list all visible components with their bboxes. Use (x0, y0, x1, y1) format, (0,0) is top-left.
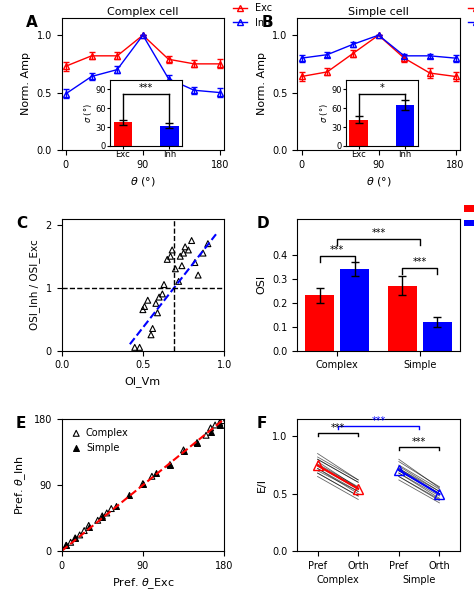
Point (191, 258, 199, 267)
Complex (216, 418, 223, 428)
Point (152, 298, 160, 308)
Complex (94, 516, 101, 525)
Text: Complex: Complex (317, 575, 359, 585)
Point (167, 252, 174, 261)
Point (149, 323, 156, 333)
Simple (72, 533, 79, 543)
Point (194, 270, 202, 280)
Point (154, 308, 161, 317)
Y-axis label: Norm. Amp: Norm. Amp (256, 53, 266, 116)
Point (131, 343, 138, 352)
Bar (423, 322, 452, 350)
Simple (166, 460, 174, 470)
Simple (99, 512, 106, 521)
Point (139, 305, 146, 314)
X-axis label: Pref. $\theta$_Exc: Pref. $\theta$_Exc (111, 576, 174, 591)
Y-axis label: Pref. $\theta$_Inh: Pref. $\theta$_Inh (13, 455, 28, 515)
Text: ***: *** (372, 416, 386, 426)
Simple (207, 428, 214, 437)
Bar (388, 286, 417, 350)
Complex (67, 537, 74, 547)
Text: Simple: Simple (402, 575, 436, 585)
Complex (180, 445, 187, 455)
Complex (63, 540, 70, 550)
Complex (81, 526, 88, 536)
Text: ***: *** (412, 437, 426, 447)
Text: D: D (256, 216, 269, 231)
Point (141, 302, 148, 311)
Point (160, 280, 168, 289)
Text: ***: *** (413, 257, 427, 267)
Bar (305, 295, 334, 350)
Text: ***: *** (372, 228, 386, 238)
Complex (211, 420, 219, 429)
Text: F: F (256, 416, 267, 431)
Complex (103, 508, 110, 518)
Bar (340, 269, 369, 350)
Point (136, 343, 144, 352)
Text: A: A (26, 16, 37, 31)
Point (155, 292, 163, 302)
Point (175, 277, 182, 286)
Title: Simple cell: Simple cell (348, 7, 409, 17)
Y-axis label: OSI_Inh / OSI_Exc: OSI_Inh / OSI_Exc (29, 239, 40, 330)
Simple (153, 468, 160, 477)
Point (147, 330, 155, 340)
Simple (180, 446, 187, 455)
Simple (139, 479, 146, 488)
Complex (219, 416, 226, 425)
Complex (202, 431, 210, 440)
Point (188, 236, 195, 246)
Complex (76, 530, 83, 540)
Complex (166, 460, 174, 470)
Point (199, 249, 207, 258)
Legend: Exc, Inh: Exc, Inh (229, 0, 276, 32)
Complex (72, 533, 79, 543)
Point (204, 239, 212, 249)
Complex (193, 438, 201, 447)
Text: C: C (16, 216, 27, 231)
Point (172, 264, 179, 274)
Point (182, 242, 189, 252)
Simple (63, 540, 70, 550)
Point (180, 249, 187, 258)
Point (178, 261, 186, 271)
Simple (85, 522, 92, 532)
Legend: Complex, Simple: Complex, Simple (66, 424, 133, 456)
Point (144, 295, 152, 305)
Text: ***: *** (331, 423, 345, 433)
Complex (139, 479, 146, 488)
Text: E: E (16, 416, 27, 431)
Point (164, 255, 171, 264)
Y-axis label: E/I: E/I (256, 478, 266, 492)
Text: B: B (262, 16, 273, 31)
Simple (193, 438, 201, 447)
Point (168, 245, 176, 255)
Legend: Exc, Inh: Exc, Inh (460, 199, 474, 232)
Legend: Exc, Inh: Exc, Inh (465, 0, 474, 32)
Simple (112, 501, 119, 510)
Complex (148, 471, 155, 481)
X-axis label: $\theta$ (°): $\theta$ (°) (365, 175, 392, 188)
Complex (85, 521, 92, 530)
Complex (207, 423, 214, 432)
Simple (126, 491, 133, 500)
Title: Complex cell: Complex cell (107, 7, 179, 17)
Point (159, 289, 166, 299)
Text: ***: *** (330, 245, 344, 255)
Point (184, 245, 192, 255)
Y-axis label: OSI: OSI (256, 275, 266, 294)
Point (176, 252, 184, 261)
Y-axis label: Norm. Amp: Norm. Amp (21, 53, 31, 116)
Complex (108, 504, 115, 513)
X-axis label: $\theta$ (°): $\theta$ (°) (130, 175, 156, 188)
X-axis label: OI_Vm: OI_Vm (125, 376, 161, 387)
Simple (216, 420, 223, 429)
Complex (99, 511, 106, 521)
